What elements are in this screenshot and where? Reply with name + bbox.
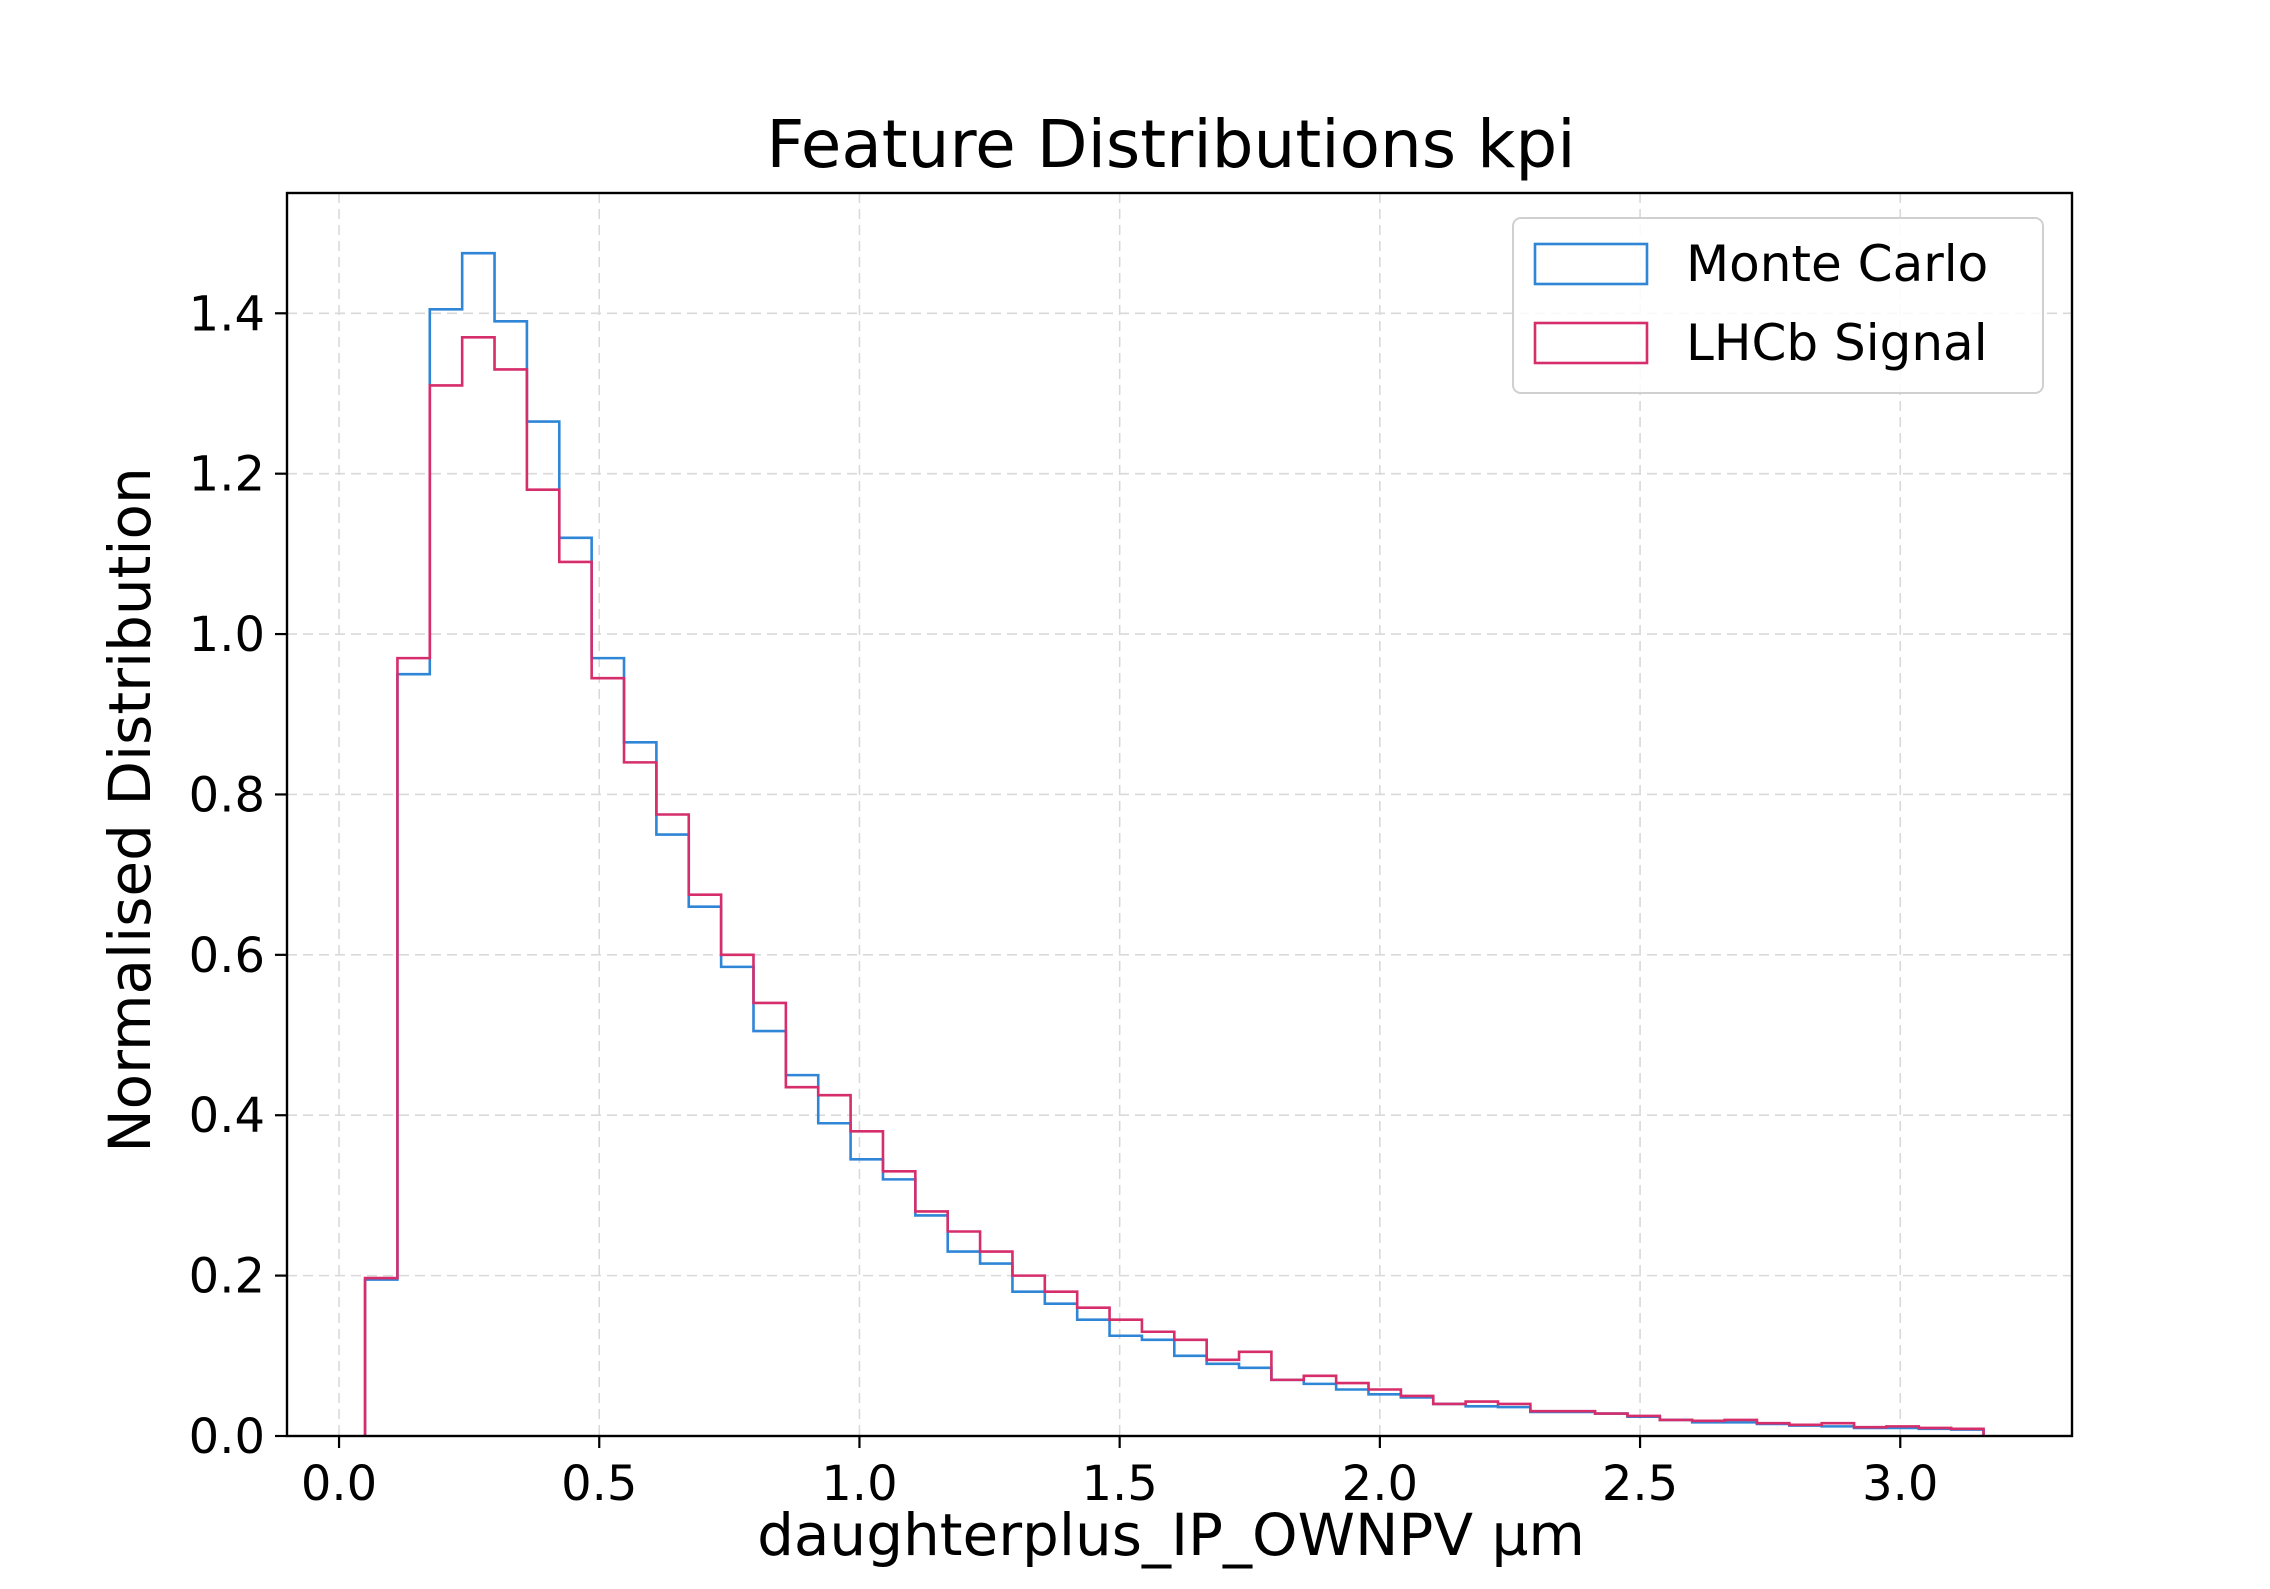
- y-tick-label: 0.6: [189, 928, 265, 984]
- y-tick-label: 1.2: [189, 447, 265, 503]
- axes: 0.0 0.5 1.0 1.5 2.0 2.5 3.0 0.0 0.2 0.4 0.6 0.8 1.0 1…: [189, 286, 1939, 1512]
- x-tick-label: 3.0: [1862, 1456, 1938, 1512]
- y-tick-label: 1.4: [189, 286, 265, 342]
- chart-title: Feature Distributions kpi: [766, 106, 1575, 183]
- histogram-series: [363, 251, 1985, 1436]
- x-tick-label: 2.5: [1602, 1456, 1678, 1512]
- x-tick-label: 0.5: [561, 1456, 637, 1512]
- y-axis-label: Normalised Distribution: [96, 467, 164, 1153]
- y-tick-label: 0.8: [189, 767, 265, 823]
- y-tick-label: 1.0: [189, 607, 265, 663]
- legend-swatch-lhcb-signal: [1533, 321, 1649, 365]
- x-tick-label: 1.0: [821, 1456, 897, 1512]
- series-lhcb-signal-step: [363, 336, 1985, 1436]
- x-tick-label: 1.5: [1081, 1456, 1157, 1512]
- y-tick-label: 0.0: [189, 1409, 265, 1465]
- plot-area-frame: [285, 191, 2074, 1438]
- legend-label-lhcb-signal: LHCb Signal: [1686, 314, 1988, 372]
- x-axis-label: daughterplus_IP_OWNPV µm: [757, 1501, 1585, 1569]
- legend-label-monte-carlo: Monte Carlo: [1686, 235, 1988, 293]
- x-tick-label: 2.0: [1342, 1456, 1418, 1512]
- legend: Monte Carlo LHCb Signal: [1512, 217, 2044, 394]
- legend-box: [1512, 217, 2044, 394]
- y-tick-label: 0.2: [189, 1249, 265, 1305]
- legend-swatch-monte-carlo: [1533, 242, 1649, 286]
- y-tick-label: 0.4: [189, 1088, 265, 1144]
- x-tick-label: 0.0: [301, 1456, 377, 1512]
